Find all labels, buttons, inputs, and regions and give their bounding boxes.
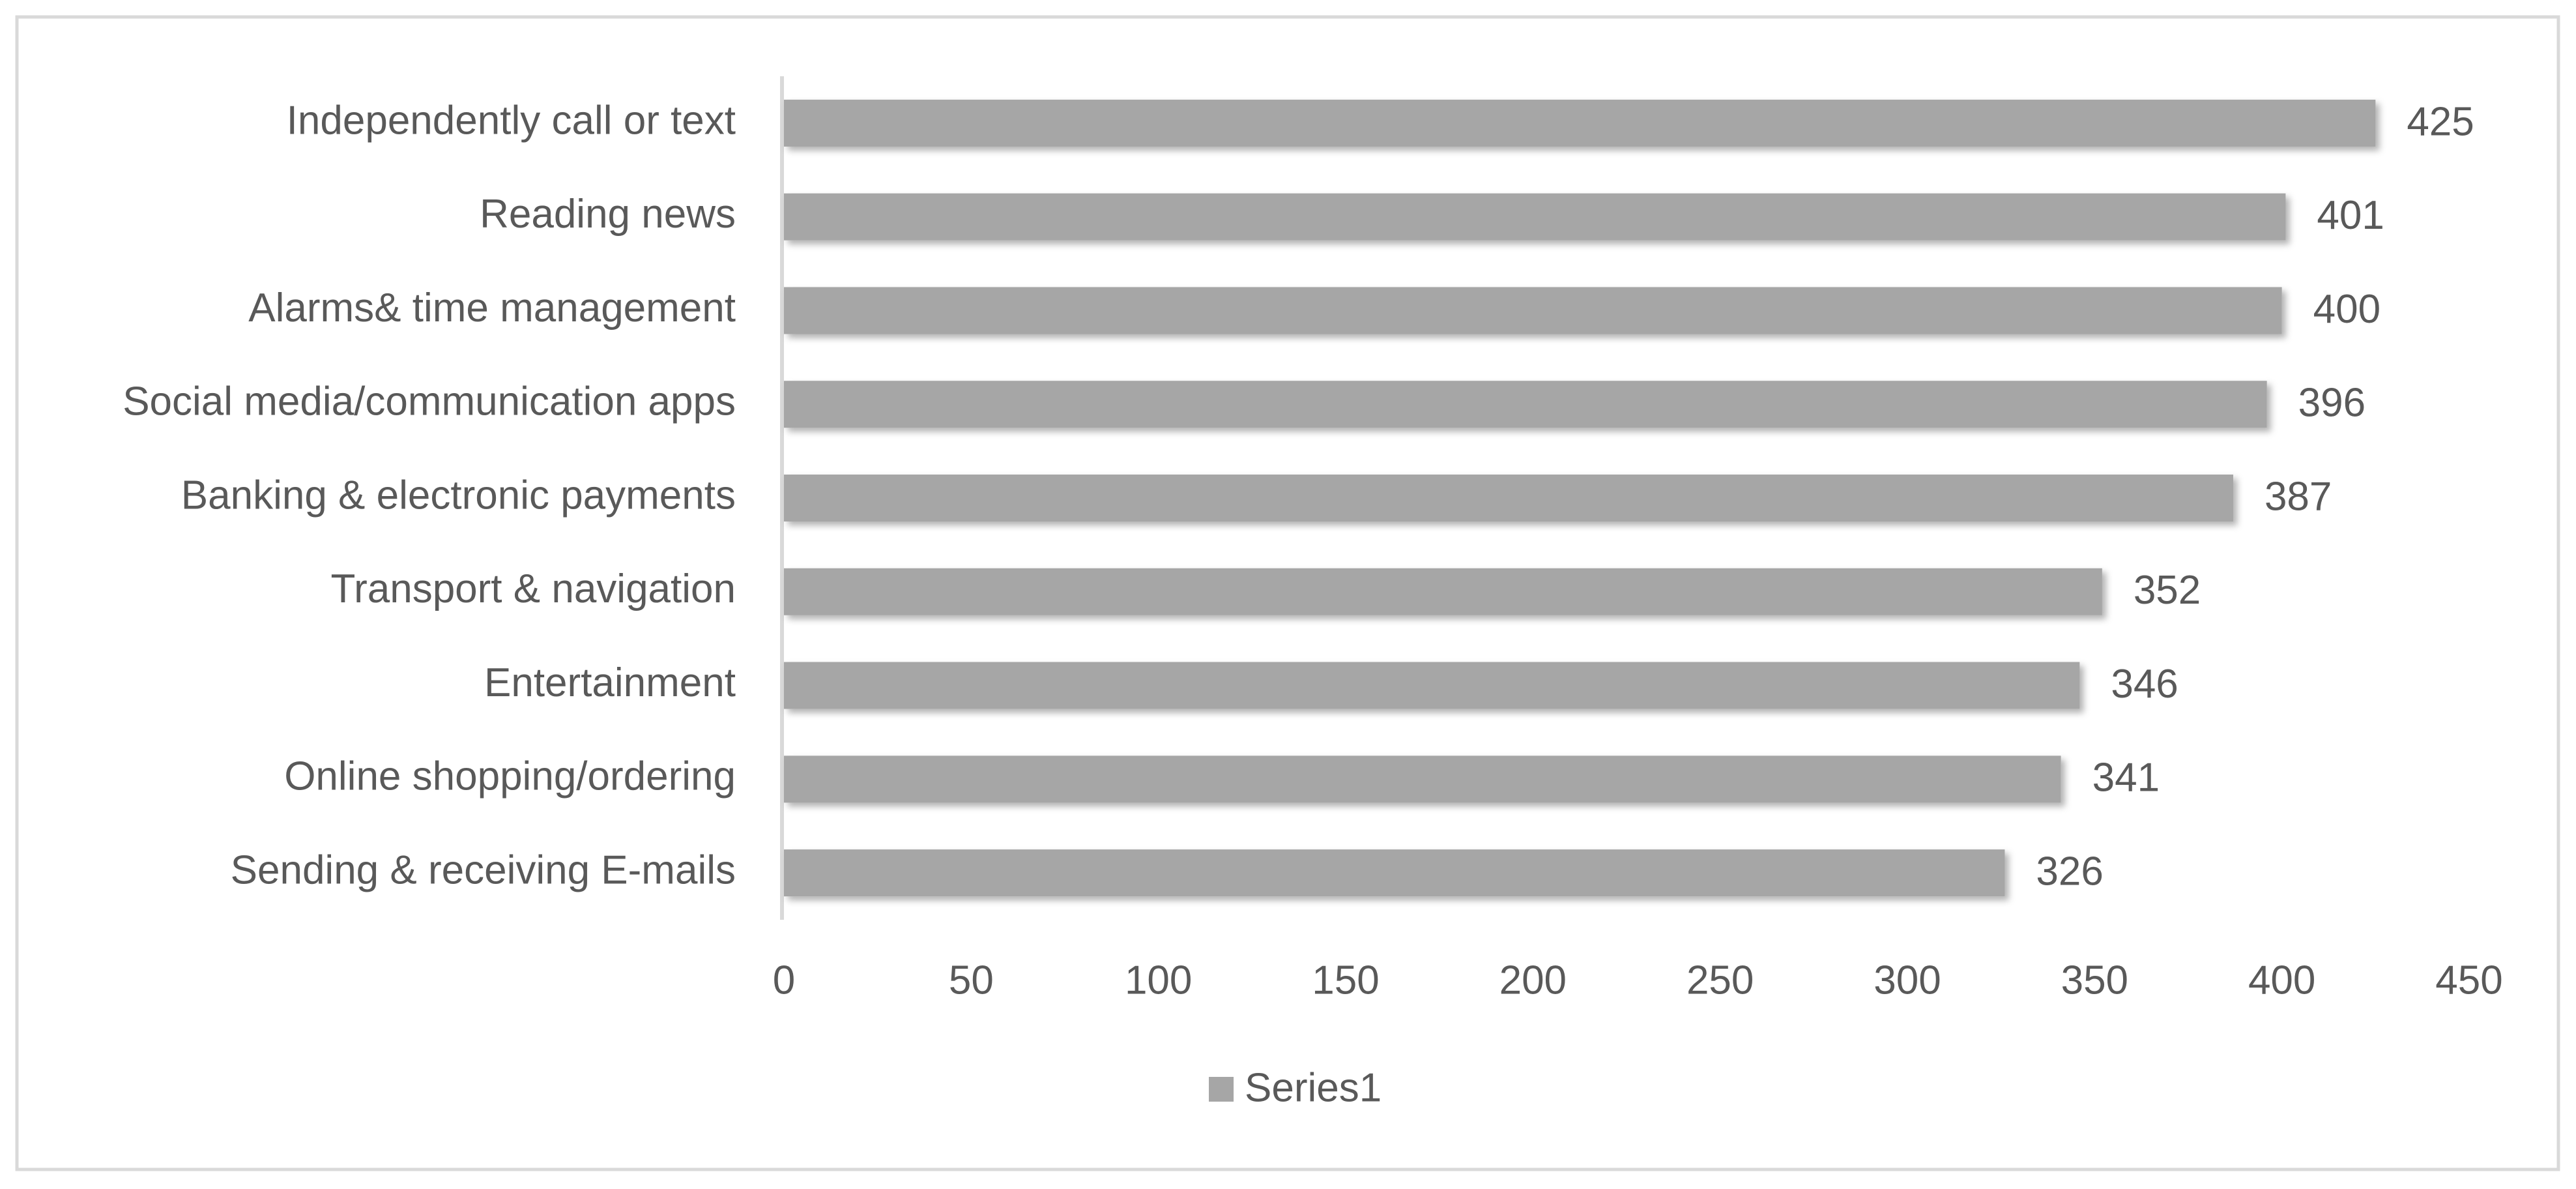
data-label: 387	[2265, 474, 2332, 519]
data-label: 400	[2313, 287, 2381, 332]
x-tick-label: 100	[1125, 958, 1192, 1003]
x-tick-label: 50	[949, 958, 994, 1003]
bar	[784, 849, 2005, 897]
x-tick-label: 400	[2248, 958, 2315, 1003]
x-tick-label: 350	[2061, 958, 2128, 1003]
bar	[784, 381, 2267, 428]
bar	[784, 99, 2376, 147]
x-tick-label: 250	[1686, 958, 1754, 1003]
y-tick-label: Sending & receiving E-mails	[231, 847, 736, 892]
y-tick-label: Social media/communication apps	[123, 379, 736, 424]
y-tick-label: Transport & navigation	[331, 566, 736, 611]
x-tick-label: 0	[773, 958, 795, 1003]
data-label: 396	[2298, 381, 2366, 426]
x-tick-label: 150	[1312, 958, 1379, 1003]
y-tick-label: Entertainment	[484, 660, 736, 705]
x-tick-label: 450	[2435, 958, 2502, 1003]
y-tick-label: Banking & electronic payments	[181, 473, 736, 518]
data-label: 425	[2407, 99, 2474, 144]
data-label: 341	[2092, 756, 2160, 800]
bar	[784, 662, 2080, 709]
data-label: 326	[2036, 849, 2103, 894]
legend-label: Series1	[1245, 1065, 1382, 1110]
x-tick-label: 300	[1874, 958, 1941, 1003]
legend-swatch	[1209, 1077, 1234, 1102]
data-label: 346	[2111, 662, 2178, 707]
y-tick-label: Online shopping/ordering	[284, 754, 736, 799]
y-tick-label: Alarms& time management	[248, 286, 736, 330]
y-tick-label: Independently call or text	[287, 98, 736, 143]
data-label: 352	[2134, 568, 2201, 613]
y-tick-label: Reading news	[480, 192, 736, 237]
bar	[784, 287, 2282, 334]
bar	[784, 756, 2061, 803]
data-label: 401	[2317, 193, 2384, 238]
x-tick-label: 200	[1499, 958, 1567, 1003]
bar	[784, 475, 2233, 521]
bar	[784, 568, 2102, 615]
bar	[784, 193, 2286, 241]
